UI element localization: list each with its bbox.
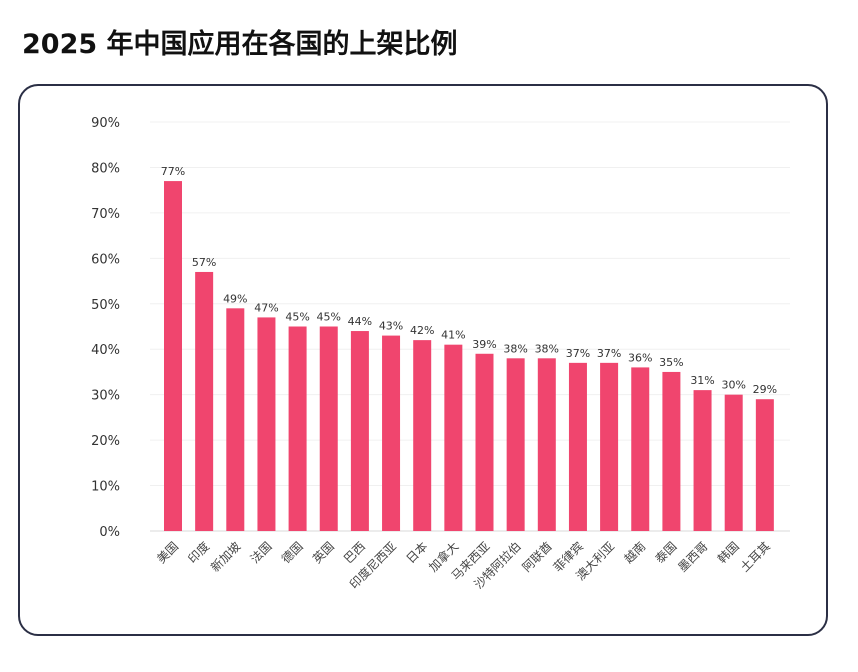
data-label: 31%	[690, 374, 714, 387]
y-tick-label: 80%	[91, 161, 120, 176]
bar	[662, 371, 681, 531]
data-label: 45%	[285, 311, 309, 324]
x-tick-label: 美国	[154, 539, 181, 566]
bar	[319, 326, 338, 531]
data-label: 39%	[472, 338, 496, 351]
x-tick-label: 巴西	[341, 539, 368, 566]
x-tick-label: 韩国	[714, 539, 742, 567]
bar	[382, 335, 401, 531]
data-label: 57%	[192, 256, 216, 269]
bar	[600, 362, 619, 531]
bar	[475, 353, 494, 531]
y-tick-label: 0%	[99, 525, 120, 540]
data-label: 37%	[566, 347, 590, 360]
bar	[288, 326, 307, 531]
y-tick-label: 30%	[91, 389, 120, 404]
data-label: 30%	[721, 379, 745, 392]
data-label: 42%	[410, 324, 434, 337]
x-tick-label: 日本	[403, 539, 430, 566]
x-tick-label: 印度	[185, 539, 213, 567]
bar	[413, 340, 432, 531]
y-tick-label: 40%	[91, 343, 120, 358]
page-title: 2025 年中国应用在各国的上架比例	[22, 29, 458, 60]
x-tick-label: 英国	[310, 539, 337, 566]
y-tick-label: 90%	[91, 116, 120, 131]
y-tick-label: 20%	[91, 434, 120, 449]
bar	[568, 362, 587, 531]
y-tick-label: 70%	[91, 207, 120, 222]
y-tick-label: 10%	[91, 480, 120, 495]
data-label: 45%	[317, 311, 341, 324]
data-label: 38%	[503, 342, 527, 355]
x-tick-label: 越南	[621, 539, 649, 567]
data-label: 49%	[223, 292, 247, 305]
bar	[226, 308, 245, 531]
data-label: 47%	[254, 301, 278, 314]
data-label: 29%	[753, 383, 777, 396]
data-label: 77%	[161, 165, 185, 178]
bar	[537, 358, 556, 531]
y-tick-label: 60%	[91, 252, 120, 267]
bar	[195, 271, 214, 531]
data-label: 41%	[441, 329, 465, 342]
x-tick-label: 阿联酋	[519, 539, 555, 575]
bar	[444, 344, 463, 531]
bar	[257, 317, 276, 531]
x-tick-label: 泰国	[653, 539, 680, 566]
bar	[724, 394, 743, 531]
chart-card	[18, 84, 828, 636]
bar	[164, 181, 182, 532]
x-tick-label: 土耳其	[738, 539, 773, 574]
data-label: 35%	[659, 356, 683, 369]
data-label: 44%	[348, 315, 372, 328]
data-label: 37%	[597, 347, 621, 360]
bar	[350, 331, 369, 531]
x-tick-label: 法国	[248, 539, 275, 566]
data-label: 38%	[535, 342, 559, 355]
x-tick-label: 新加坡	[207, 539, 243, 575]
x-tick-label: 墨西哥	[675, 539, 710, 574]
x-tick-label: 德国	[278, 539, 306, 567]
bar	[631, 367, 650, 531]
bar	[755, 399, 774, 531]
y-tick-label: 50%	[91, 298, 120, 313]
data-label: 36%	[628, 351, 652, 364]
bar	[506, 358, 525, 531]
data-label: 43%	[379, 320, 403, 333]
bar	[693, 390, 712, 531]
